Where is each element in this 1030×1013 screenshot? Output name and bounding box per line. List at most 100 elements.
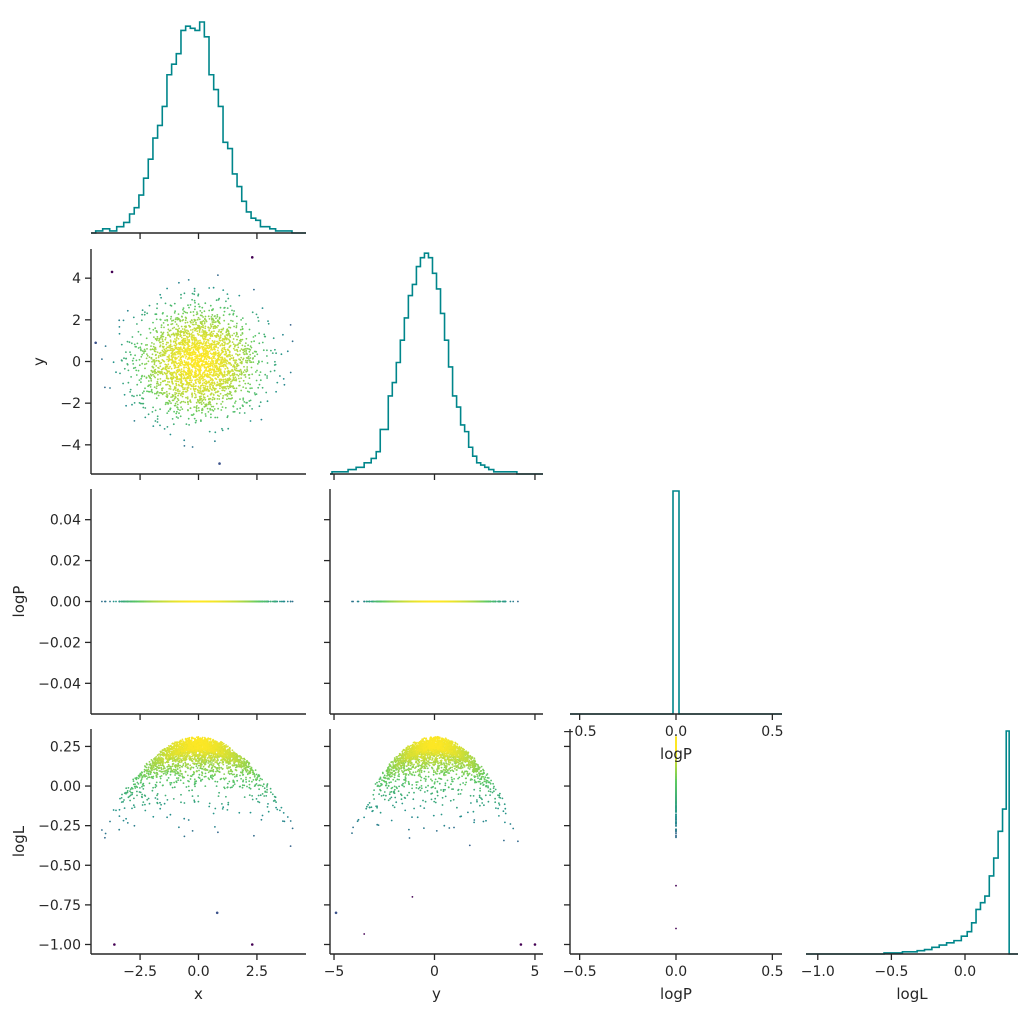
scatter-x-y-point [200,419,202,421]
scatter-x-y-point [170,305,173,307]
scatter-x-y-point [202,371,205,374]
scatter-x-y-point [196,378,199,380]
scatter-x-y-point [180,331,183,333]
scatter-x-y-point [249,357,252,359]
scatter-x-y-point [134,354,137,357]
scatter-x-y-point [212,393,215,396]
scatter-x-y-point [201,389,204,392]
scatter-x-y-point [167,402,170,404]
scatter-x-y-point [227,397,230,400]
scatter-x-y-point [155,357,158,359]
scatter-x-y-point [158,360,161,363]
scatter-x-y-point [266,362,269,364]
scatter-x-y-point [206,395,209,397]
scatter-x-y-point [204,325,207,328]
scatter-x-y-point [154,392,156,395]
scatter-x-y-point [199,389,201,392]
scatter-x-y-point [222,378,225,381]
scatter-x-y-point [253,350,256,353]
scatter-x-y-point [230,380,233,383]
scatter-x-y-point [174,380,177,382]
scatter-x-y-point [167,377,170,380]
scatter-x-y-point [201,411,203,414]
scatter-x-y-point [195,339,198,342]
scatter-x-y-point [193,347,196,349]
scatter-x-y-point [213,330,215,333]
scatter-x-y-point [176,403,179,406]
scatter-x-y-point [141,362,144,365]
scatter-x-y-point [211,374,213,376]
scatter-x-y-point [183,328,186,331]
scatter-x-y-point [174,402,177,405]
scatter-x-y-point [161,338,164,341]
scatter-x-y-point [132,316,135,319]
scatter-x-y-point [214,431,217,434]
scatter-x-logP-point [119,600,121,603]
scatter-x-y-point [245,359,247,362]
scatter-x-y-point [215,402,218,405]
scatter-x-y-point [213,408,216,410]
scatter-x-y-point [195,401,198,404]
scatter-x-y-point [202,338,205,341]
scatter-x-y-point [180,400,183,403]
scatter-x-y-point [238,377,240,380]
scatter-x-y-point [169,365,172,368]
scatter-x-y-point [166,395,169,397]
scatter-x-y-point [136,394,138,397]
scatter-x-y-point [141,392,144,394]
scatter-x-y-point [137,330,140,333]
scatter-x-y-point [266,355,268,357]
scatter-x-y-point [235,325,238,327]
scatter-x-y-point [174,318,177,321]
scatter-x-y-point [226,293,229,295]
scatter-x-y-point [155,339,158,342]
scatter-x-y-point [236,322,238,325]
scatter-x-y-point [221,427,223,430]
scatter-x-logP-point [279,600,281,603]
scatter-x-y-point [198,401,201,404]
scatter-x-y-point [214,440,216,443]
scatter-x-y-point [199,342,201,345]
scatter-x-y-point [148,390,151,393]
scatter-x-y-point [168,387,171,390]
scatter-x-y-point [139,333,142,336]
scatter-x-y-point [196,311,198,313]
scatter-x-y-point [163,354,166,357]
scatter-x-y-point [171,351,174,354]
scatter-x-logP-point [282,600,285,603]
scatter-x-y-point [153,363,156,366]
scatter-x-y-point [174,386,177,389]
scatter-x-y-point [161,312,164,315]
scatter-x-y-point [157,373,159,376]
scatter-x-y-point [141,313,144,316]
scatter-x-y-point [248,348,251,351]
scatter-x-y-point [177,325,180,327]
scatter-x-logP-point [135,600,138,603]
scatter-x-y-point [174,353,177,356]
scatter-x-y-point [225,300,227,303]
scatter-x-y-point [166,412,169,414]
scatter-x-y-point [243,401,246,403]
scatter-x-y-point [176,369,179,371]
scatter-x-y-point [125,351,127,353]
scatter-x-y-point [238,412,241,414]
scatter-x-y-point [245,387,247,389]
scatter-x-y-point [161,393,164,396]
scatter-x-y-point [184,319,187,322]
scatter-x-y-point [165,375,168,378]
scatter-x-y-point [228,346,231,349]
scatter-x-y-point [182,400,185,403]
scatter-x-y-point [215,372,218,375]
scatter-x-y-point [275,390,277,393]
scatter-x-y-point [244,382,247,385]
scatter-x-y-point [226,378,229,380]
scatter-x-y-point [162,346,165,349]
scatter-x-y-point [216,375,219,378]
scatter-x-y-point [118,326,121,328]
scatter-x-y-point [210,316,213,318]
scatter-x-y-point [248,405,251,407]
scatter-x-y-point [210,325,213,328]
scatter-x-y-point [254,371,257,373]
scatter-x-y-point [237,374,240,377]
scatter-x-y-point [123,367,126,370]
